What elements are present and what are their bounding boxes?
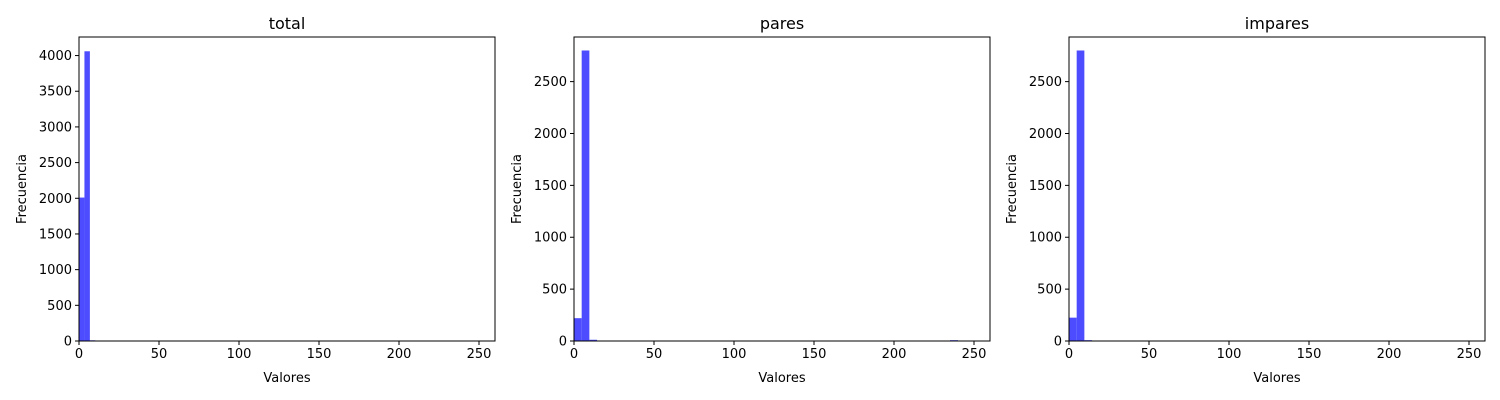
y-tick-label: 3500 (39, 85, 72, 100)
x-axis-label: Valores (1253, 371, 1300, 386)
y-tick-label: 500 (47, 299, 72, 314)
y-tick-label: 2500 (1029, 75, 1062, 90)
y-tick-label: 2000 (1029, 127, 1062, 142)
x-tick-label: 100 (1217, 347, 1242, 362)
y-tick-label: 0 (559, 335, 567, 350)
x-tick-label: 0 (1065, 347, 1073, 362)
x-tick-label: 100 (227, 347, 252, 362)
y-tick-label: 3000 (39, 120, 72, 135)
y-tick-label: 1000 (1029, 231, 1062, 246)
y-tick-label: 1500 (534, 179, 567, 194)
histogram-bar (1069, 317, 1077, 341)
x-tick-label: 200 (1377, 347, 1402, 362)
plot-frame (573, 36, 991, 342)
y-axis-label: Frecuencia (1005, 154, 1020, 224)
y-tick-label: 1500 (39, 227, 72, 242)
x-tick-label: 150 (307, 347, 332, 362)
y-tick-label: 2000 (534, 127, 567, 142)
y-tick-label: 500 (542, 283, 567, 298)
histogram-bar (581, 50, 590, 341)
x-tick-label: 200 (387, 347, 412, 362)
chart-title: pares (760, 14, 804, 33)
y-axis-label: Frecuencia (15, 154, 30, 224)
x-tick-label: 50 (646, 347, 663, 362)
x-axis-label: Valores (758, 371, 805, 386)
panel-total: total Valores Frecuencia 0 50 100 150 200 250… (15, 14, 496, 386)
x-tick-label: 250 (962, 347, 987, 362)
panel-pares: pares Valores Frecuencia 0 50 100 150 200 250… (510, 14, 991, 386)
histogram-bar (79, 197, 85, 341)
chart-title: impares (1245, 14, 1309, 33)
x-tick-label: 250 (467, 347, 492, 362)
x-tick-label: 250 (1457, 347, 1482, 362)
x-tick-label: 100 (722, 347, 747, 362)
y-tick-label: 2000 (39, 192, 72, 207)
y-tick-label: 1000 (534, 231, 567, 246)
y-axis-label: Frecuencia (510, 154, 525, 224)
x-tick-label: 150 (1297, 347, 1322, 362)
histogram-bar (84, 51, 90, 341)
x-tick-label: 200 (882, 347, 907, 362)
plot-frame (78, 36, 496, 342)
chart-title: total (269, 14, 306, 33)
histogram-bar (574, 318, 582, 341)
x-tick-label: 0 (75, 347, 83, 362)
y-tick-label: 2500 (39, 156, 72, 171)
x-tick-label: 50 (1141, 347, 1158, 362)
y-tick-label: 2500 (534, 75, 567, 90)
y-tick-label: 1000 (39, 263, 72, 278)
histogram-bar (1076, 50, 1085, 341)
x-tick-label: 150 (802, 347, 827, 362)
x-tick-label: 0 (570, 347, 578, 362)
histogram-bar (589, 339, 598, 341)
panel-impares: impares Valores Frecuencia 0 50 100 150 200 2… (1005, 14, 1486, 386)
y-tick-label: 1500 (1029, 179, 1062, 194)
y-tick-label: 0 (1054, 335, 1062, 350)
x-tick-label: 50 (151, 347, 168, 362)
y-tick-label: 4000 (39, 49, 72, 64)
x-axis-label: Valores (263, 371, 310, 386)
plot-frame (1068, 36, 1486, 342)
y-tick-label: 0 (64, 335, 72, 350)
y-tick-label: 500 (1037, 283, 1062, 298)
